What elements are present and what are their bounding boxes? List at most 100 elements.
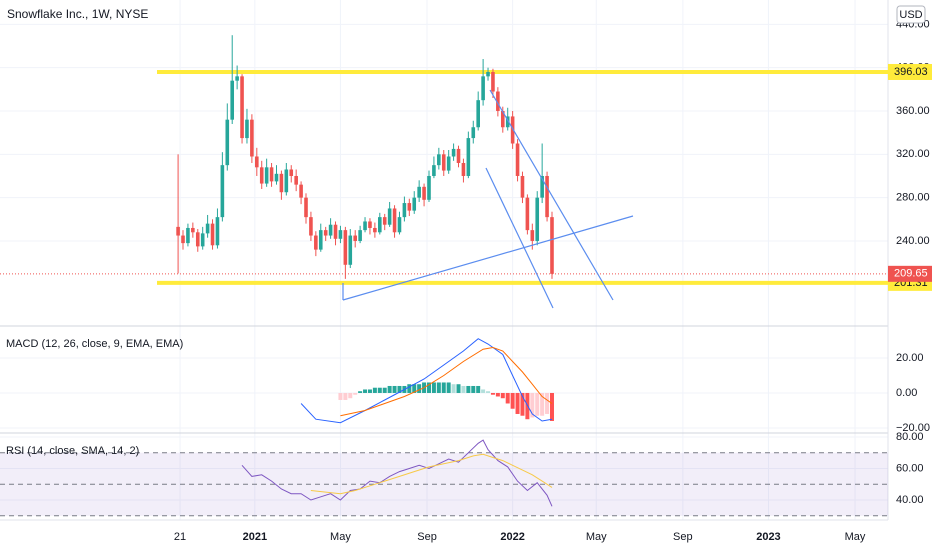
- histogram-bar: [481, 389, 486, 393]
- candle-body: [225, 119, 230, 166]
- histogram-bar: [461, 385, 466, 393]
- candle-body: [274, 173, 279, 182]
- histogram-bar: [530, 392, 535, 418]
- y-tick-label: 60.00: [896, 462, 924, 474]
- candle-body: [363, 221, 367, 231]
- histogram-bar: [353, 392, 358, 395]
- candle-body: [515, 143, 520, 176]
- currency-box[interactable]: [896, 5, 926, 24]
- histogram-bar: [510, 392, 515, 409]
- histogram-bar: [505, 392, 510, 404]
- histogram-bar: [436, 382, 441, 393]
- x-tick-label: May: [330, 531, 351, 543]
- candle-body: [250, 119, 254, 157]
- histogram-bar: [392, 385, 397, 393]
- histogram-bar: [412, 384, 417, 393]
- candle-body: [550, 217, 554, 274]
- support-line: [342, 215, 634, 301]
- candle-body: [200, 233, 205, 247]
- x-tick-label: May: [586, 531, 607, 543]
- candle-body: [220, 165, 225, 218]
- candle-body: [441, 154, 446, 171]
- histogram-bar: [466, 385, 471, 393]
- candle-body: [343, 230, 348, 265]
- indicator-line: [340, 346, 553, 417]
- candle-body: [422, 186, 426, 200]
- candle-body: [456, 148, 461, 163]
- candle-body: [432, 165, 436, 176]
- indicator-title: RSI (14, close, SMA, 14, 2): [6, 445, 139, 457]
- currency[interactable]: USD: [899, 9, 922, 21]
- candle-body: [466, 138, 471, 176]
- histogram-bar: [343, 392, 348, 400]
- candle-body: [235, 76, 239, 81]
- candle-body: [427, 175, 431, 200]
- candle-body: [382, 217, 387, 225]
- candle-body: [255, 156, 259, 168]
- x-tick-label: May: [845, 531, 866, 543]
- candle-body: [545, 175, 549, 218]
- histogram-bar: [545, 392, 550, 414]
- candle-body: [333, 224, 338, 239]
- candle-body: [181, 235, 185, 244]
- candle-body: [245, 119, 249, 139]
- histogram-bar: [471, 385, 476, 393]
- candle-body: [491, 72, 495, 92]
- histogram-bar: [372, 387, 377, 393]
- candle-body: [318, 230, 323, 250]
- price-label: 396.03: [894, 66, 928, 78]
- candle-body: [373, 227, 377, 233]
- candle-body: [176, 226, 180, 236]
- candle-body: [387, 208, 392, 225]
- histogram-bar: [446, 382, 451, 393]
- candle-body: [525, 197, 530, 231]
- candle-body: [496, 91, 500, 112]
- histogram-bar: [540, 392, 545, 416]
- candle-body: [402, 203, 407, 218]
- candle-body: [191, 227, 195, 233]
- candle-body: [520, 175, 525, 198]
- price-label-box: [888, 265, 932, 282]
- x-tick-label: 2021: [243, 531, 267, 543]
- indicator-line: [300, 338, 553, 424]
- candle-body: [294, 175, 298, 185]
- indicator-title: MACD (12, 26, close, 9, EMA, EMA): [6, 338, 183, 350]
- trend-lines: [342, 89, 634, 309]
- histogram-bar: [363, 389, 368, 393]
- candle-body: [259, 167, 264, 184]
- candle-body: [210, 223, 215, 246]
- plot: [0, 35, 888, 517]
- histogram-bar: [358, 391, 363, 393]
- candle-body: [397, 217, 402, 233]
- candle-body: [309, 217, 313, 236]
- histogram-bar: [500, 392, 505, 399]
- candle-body: [505, 116, 510, 128]
- indicator-line: [310, 453, 553, 495]
- y-tick-label: 280.00: [896, 192, 930, 204]
- y-tick-label: 320.00: [896, 148, 930, 160]
- candle-body: [530, 230, 535, 241]
- candle-body: [338, 230, 343, 239]
- histogram-bar: [377, 387, 382, 393]
- y-tick-label: 40.00: [896, 494, 924, 506]
- x-tick-label: Sep: [417, 531, 437, 543]
- histogram-bar: [426, 382, 431, 393]
- y-tick-label: 240.00: [896, 235, 930, 247]
- indicator-line: [241, 439, 553, 507]
- candle-body: [264, 167, 269, 184]
- axes: 21 2021 May Sep 2022 May Sep 2023 May 240.00 280.0…: [174, 18, 932, 543]
- x-tick-label: 21: [174, 531, 186, 543]
- histogram-bar: [476, 385, 481, 393]
- candle-body: [486, 72, 490, 77]
- y-tick-label: 80.00: [896, 431, 924, 443]
- x-tick-label: Sep: [673, 531, 693, 543]
- channel-lower: [485, 167, 554, 309]
- histogram-bar: [535, 392, 540, 416]
- candle-body: [535, 197, 540, 241]
- candle-body: [510, 116, 515, 144]
- candle-body: [500, 111, 505, 128]
- candle-body: [289, 169, 294, 176]
- y-tick-label: 20.00: [896, 352, 924, 364]
- histogram-bar: [417, 384, 422, 393]
- grid: [0, 0, 888, 520]
